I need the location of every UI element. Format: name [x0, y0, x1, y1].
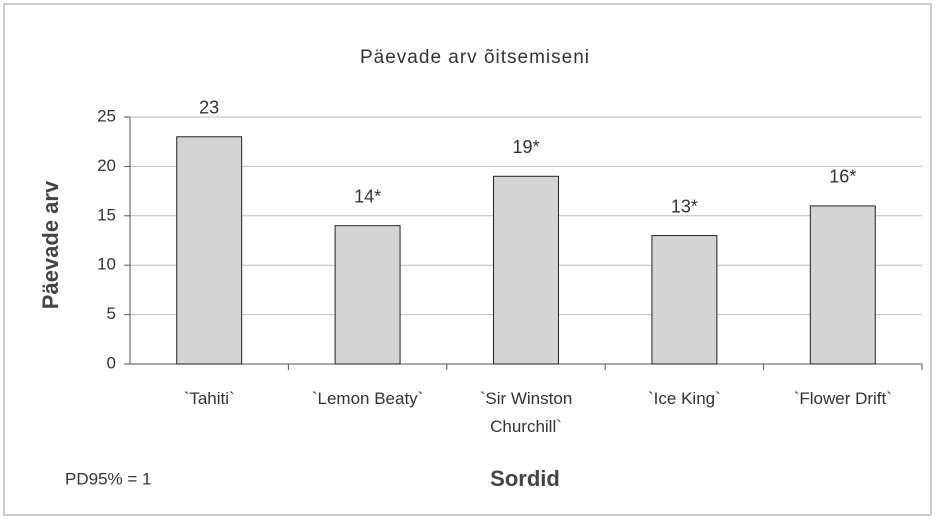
value-label: 23	[199, 98, 219, 118]
y-tick-label: 20	[97, 156, 116, 175]
annotation: PD95% = 1	[65, 469, 151, 488]
x-axis-label: Sordid	[490, 466, 560, 491]
bar	[334, 225, 401, 365]
y-tick-label: 15	[97, 205, 116, 224]
value-label: 16*	[829, 167, 856, 187]
y-tick-label: 5	[107, 304, 116, 323]
value-label: 19*	[512, 137, 539, 157]
chart-frame	[3, 3, 932, 516]
bar	[809, 205, 876, 365]
x-tick-label: `Lemon Beaty`	[312, 389, 424, 408]
y-tick-label: 25	[97, 106, 116, 125]
y-tick-label: 10	[97, 255, 116, 274]
bar	[493, 175, 559, 365]
bar	[176, 136, 243, 365]
chart-title: Päevade arv õitsemiseni	[360, 47, 590, 68]
x-tick-label: `Ice King`	[648, 389, 721, 408]
value-label: 13*	[671, 196, 698, 216]
bar	[651, 235, 718, 365]
x-tick-label: `Sir Winston Churchill`	[480, 389, 573, 436]
y-tick-label: 0	[107, 353, 116, 372]
x-tick-label: `Flower Drift`	[794, 389, 892, 408]
x-tick-label: `Tahiti`	[184, 389, 235, 408]
y-axis-label: Päevade arv	[38, 180, 63, 309]
value-label: 14*	[354, 186, 381, 206]
